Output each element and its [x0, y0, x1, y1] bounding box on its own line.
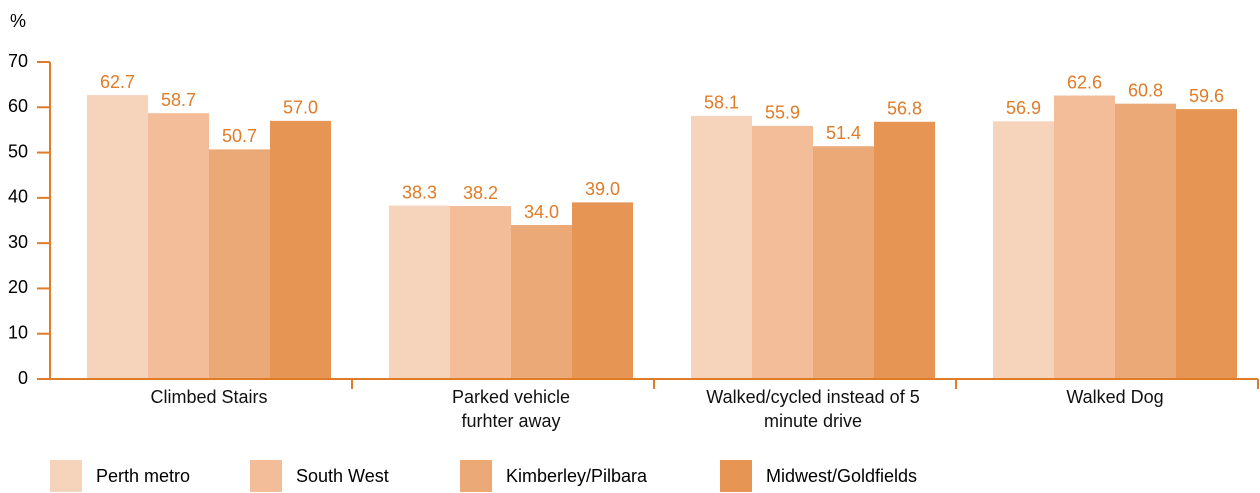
bar [87, 95, 148, 380]
legend-label: Kimberley/Pilbara [506, 466, 648, 486]
data-label: 55.9 [765, 103, 800, 123]
data-label: 56.8 [887, 99, 922, 119]
data-label: 59.6 [1189, 86, 1224, 106]
y-tick-label: 0 [18, 368, 28, 388]
legend-swatch [460, 460, 492, 492]
bar [993, 121, 1054, 380]
x-tick-label: Climbed Stairs [150, 387, 268, 407]
bar [1176, 109, 1237, 380]
bar [1115, 103, 1176, 380]
bar [148, 113, 209, 380]
legend-swatch [250, 460, 282, 492]
y-tick-label: 70 [8, 51, 28, 71]
bar [813, 146, 874, 379]
bar [511, 225, 572, 379]
x-tick-label: Walked/cycled instead of 5 minute drive [706, 387, 920, 431]
data-label: 38.2 [463, 183, 498, 203]
bar [450, 206, 511, 379]
legend-label: Midwest/Goldfields [766, 466, 917, 486]
legend-label: Perth metro [96, 466, 190, 486]
legend-label: South West [296, 466, 389, 486]
bar [389, 205, 450, 379]
bar [1054, 95, 1115, 380]
data-label: 34.0 [524, 202, 559, 222]
data-label: 57.0 [283, 98, 318, 118]
y-tick-label: 30 [8, 232, 28, 252]
y-tick-label: 60 [8, 96, 28, 116]
y-axis-label: % [10, 11, 26, 31]
data-label: 62.7 [100, 72, 135, 92]
data-label: 60.8 [1128, 80, 1163, 100]
y-tick-label: 40 [8, 187, 28, 207]
y-tick-label: 50 [8, 141, 28, 161]
bar [572, 202, 633, 379]
bar [874, 121, 935, 379]
legend-swatch [720, 460, 752, 492]
y-tick-label: 10 [8, 322, 28, 342]
data-label: 50.7 [222, 126, 257, 146]
bar [752, 125, 813, 379]
legend-swatch [50, 460, 82, 492]
bar [270, 120, 331, 379]
y-tick-label: 20 [8, 277, 28, 297]
data-label: 58.7 [161, 90, 196, 110]
data-label: 56.9 [1006, 98, 1041, 118]
data-label: 38.3 [402, 182, 437, 202]
x-tick-label: Parked vehicle furhter away [451, 387, 571, 431]
data-label: 39.0 [585, 179, 620, 199]
bar [691, 115, 752, 379]
data-label: 62.6 [1067, 72, 1102, 92]
data-label: 51.4 [826, 123, 861, 143]
data-label: 58.1 [704, 93, 739, 113]
x-tick-label: Walked Dog [1066, 387, 1164, 407]
bar [209, 149, 270, 379]
